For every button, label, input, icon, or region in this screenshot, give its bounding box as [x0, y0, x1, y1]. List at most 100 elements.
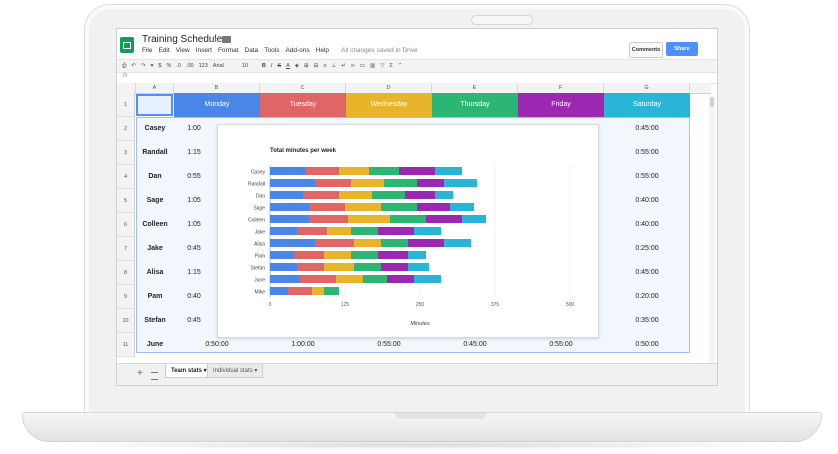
all-sheets-icon[interactable] [151, 372, 158, 380]
menu-format[interactable]: Format [217, 47, 239, 54]
fill-color-icon[interactable]: ◈ [294, 63, 300, 69]
scroll-thumb[interactable] [710, 97, 714, 107]
column-header-e[interactable]: E [432, 83, 518, 93]
add-sheet-icon[interactable]: + [137, 368, 143, 379]
row-header-1[interactable]: 1 [117, 93, 135, 117]
comments-button[interactable]: Comments [629, 42, 663, 58]
menu-tools[interactable]: Tools [264, 47, 280, 54]
saturday-cell[interactable]: 0:55:00 [635, 149, 659, 156]
monday-cell[interactable]: 1:15 [187, 269, 201, 276]
column-header-b[interactable]: B [174, 83, 260, 93]
row-header-9[interactable]: 9 [117, 285, 135, 309]
row-header-6[interactable]: 6 [117, 213, 135, 237]
row-header-7[interactable]: 7 [117, 237, 135, 261]
saturday-cell[interactable]: 0:40:00 [635, 197, 659, 204]
menu-edit[interactable]: Edit [158, 47, 170, 54]
day-header-wednesday[interactable]: Wednesday [346, 93, 432, 117]
column-header-d[interactable]: D [346, 83, 432, 93]
row-header-2[interactable]: 2 [117, 117, 135, 141]
embedded-chart[interactable]: Total minutes per week Minutes 0 125 250 37… [217, 124, 599, 338]
chart-icon[interactable]: ▥ [369, 63, 376, 69]
menu-addons[interactable]: Add-ons [285, 47, 310, 54]
align-icon[interactable]: ≡ [323, 63, 327, 69]
tab-team-stats[interactable]: Team stats ▾ [165, 364, 213, 378]
saturday-cell[interactable]: 0:45:00 [635, 269, 659, 276]
paint-format-icon[interactable]: ▾ [150, 63, 154, 69]
june-value-cell[interactable]: 0:50:00 [205, 341, 229, 348]
menu-help[interactable]: Help [315, 47, 330, 54]
person-name-cell[interactable]: Alisa [146, 269, 164, 276]
person-name-cell[interactable]: Dan [148, 173, 162, 180]
monday-cell[interactable]: 1:05 [187, 197, 201, 204]
person-name-cell[interactable]: Stefan [144, 317, 166, 324]
star-icon[interactable]: ☆ [210, 34, 219, 44]
menu-view[interactable]: View [175, 47, 190, 54]
day-header-saturday[interactable]: Saturday [604, 93, 690, 117]
font-size-select[interactable]: 10 [241, 63, 248, 69]
monday-cell[interactable]: 0:45 [187, 317, 201, 324]
day-header-monday[interactable]: Monday [174, 93, 260, 117]
monday-cell[interactable]: 0:40 [187, 293, 201, 300]
more-icon[interactable]: ⌃ [397, 63, 403, 69]
june-value-cell[interactable]: 0:50:00 [635, 341, 659, 348]
june-value-cell[interactable]: 0:55:00 [549, 341, 573, 348]
menu-data[interactable]: Data [244, 47, 259, 54]
monday-cell[interactable]: 1:15 [187, 149, 201, 156]
person-name-cell[interactable]: June [146, 341, 164, 348]
june-value-cell[interactable]: 0:55:00 [377, 341, 401, 348]
saturday-cell[interactable]: 0:45:00 [635, 125, 659, 132]
monday-cell[interactable]: 0:55 [187, 173, 201, 180]
monday-cell[interactable]: 1:05 [187, 221, 201, 228]
redo-icon[interactable]: ↷ [141, 63, 146, 69]
number-format-button[interactable]: 123 [198, 63, 208, 69]
tab-individual-stats[interactable]: Individual stats ▾ [207, 364, 264, 378]
person-name-cell[interactable]: Randall [142, 149, 168, 156]
column-header-c[interactable]: C [260, 83, 346, 93]
person-name-cell[interactable]: Pam [147, 293, 163, 300]
column-header-g[interactable]: G [604, 83, 690, 93]
row-header-3[interactable]: 3 [117, 141, 135, 165]
bold-icon[interactable]: B [261, 63, 266, 69]
monday-cell[interactable]: 0:45 [187, 245, 201, 252]
valign-icon[interactable]: ⊥ [331, 63, 337, 69]
filter-icon[interactable]: ▽ [380, 63, 385, 69]
row-header-8[interactable]: 8 [117, 261, 135, 285]
column-header-f[interactable]: F [518, 83, 604, 93]
text-color-icon[interactable]: A [286, 63, 290, 69]
row-header-4[interactable]: 4 [117, 165, 135, 189]
saturday-cell[interactable]: 0:55:00 [635, 173, 659, 180]
selected-cell-a1[interactable] [136, 94, 173, 116]
day-header-thursday[interactable]: Thursday [432, 93, 518, 117]
increase-decimal-button[interactable]: .00 [185, 63, 194, 69]
june-value-cell[interactable]: 1:00:00 [291, 341, 315, 348]
decrease-decimal-button[interactable]: .0 [176, 63, 181, 69]
functions-icon[interactable]: Σ [389, 63, 393, 69]
column-header-a[interactable]: A [136, 83, 174, 93]
select-all-corner[interactable] [117, 83, 136, 93]
day-header-friday[interactable]: Friday [518, 93, 604, 117]
italic-icon[interactable]: I [270, 63, 273, 69]
monday-cell[interactable]: 1:00 [187, 125, 201, 132]
vertical-scrollbar[interactable] [709, 95, 715, 363]
saturday-cell[interactable]: 0:25:00 [635, 245, 659, 252]
person-name-cell[interactable]: Casey [144, 125, 166, 132]
comment-icon[interactable]: ▭ [359, 63, 365, 69]
print-icon[interactable]: ⎙ [122, 62, 127, 69]
menu-file[interactable]: File [142, 47, 153, 54]
currency-icon[interactable]: $ [158, 63, 162, 69]
percent-button[interactable]: % [166, 63, 172, 69]
row-header-11[interactable]: 11 [117, 333, 135, 357]
folder-icon[interactable] [222, 36, 231, 43]
row-header-10[interactable]: 10 [117, 309, 135, 333]
row-header-5[interactable]: 5 [117, 189, 135, 213]
menu-insert[interactable]: Insert [195, 47, 212, 54]
wrap-icon[interactable]: ↵ [341, 63, 346, 69]
document-title[interactable]: Training Schedule [142, 34, 223, 45]
undo-icon[interactable]: ↶ [131, 63, 137, 69]
saturday-cell[interactable]: 0:40:00 [635, 221, 659, 228]
day-header-tuesday[interactable]: Tuesday [260, 93, 346, 117]
link-icon[interactable]: ∞ [350, 63, 355, 69]
june-value-cell[interactable]: 0:45:00 [463, 341, 487, 348]
saturday-cell[interactable]: 0:20:00 [635, 293, 659, 300]
person-name-cell[interactable]: Sage [146, 197, 164, 204]
